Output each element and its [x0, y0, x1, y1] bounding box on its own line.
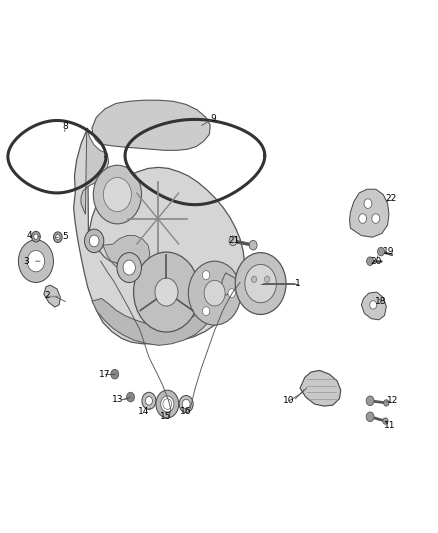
Text: 17: 17 [99, 370, 111, 378]
Circle shape [378, 247, 385, 256]
Circle shape [228, 289, 235, 297]
Circle shape [117, 253, 141, 282]
Circle shape [56, 235, 60, 240]
Circle shape [245, 264, 276, 303]
Polygon shape [361, 292, 386, 320]
Text: 8: 8 [62, 123, 68, 131]
Circle shape [89, 235, 99, 247]
Circle shape [366, 412, 374, 422]
Text: 10: 10 [283, 397, 295, 405]
Circle shape [111, 369, 119, 379]
Text: 18: 18 [375, 297, 387, 305]
Polygon shape [44, 285, 60, 307]
Polygon shape [92, 100, 210, 150]
Circle shape [182, 399, 190, 409]
Circle shape [229, 236, 237, 246]
Circle shape [202, 306, 210, 316]
Circle shape [249, 240, 257, 250]
Circle shape [163, 399, 172, 409]
Circle shape [123, 260, 135, 275]
Circle shape [53, 232, 62, 243]
Circle shape [359, 214, 367, 223]
Text: 5: 5 [62, 232, 68, 241]
Circle shape [188, 261, 241, 325]
Text: 1: 1 [295, 279, 301, 288]
Circle shape [161, 396, 174, 412]
Text: 2: 2 [45, 292, 50, 300]
Circle shape [32, 231, 40, 242]
Circle shape [103, 177, 131, 212]
Text: 19: 19 [383, 247, 395, 256]
Circle shape [235, 253, 286, 314]
Text: 4: 4 [27, 231, 32, 240]
Circle shape [85, 229, 104, 253]
Circle shape [127, 392, 134, 402]
Circle shape [364, 199, 372, 208]
Circle shape [34, 234, 38, 239]
Circle shape [372, 214, 380, 223]
Text: 3: 3 [23, 257, 29, 265]
Circle shape [27, 251, 45, 272]
Polygon shape [222, 273, 235, 295]
Polygon shape [92, 298, 217, 345]
Circle shape [366, 396, 374, 406]
Circle shape [142, 392, 156, 409]
Circle shape [202, 271, 210, 280]
Circle shape [384, 400, 389, 406]
Circle shape [134, 252, 199, 332]
Circle shape [18, 240, 53, 282]
Text: 11: 11 [384, 421, 396, 430]
Polygon shape [300, 370, 341, 406]
Circle shape [367, 257, 374, 265]
Text: 16: 16 [180, 407, 192, 416]
Circle shape [156, 390, 179, 418]
Polygon shape [350, 189, 389, 237]
Text: 14: 14 [138, 407, 149, 416]
Text: 21: 21 [229, 237, 240, 245]
Circle shape [145, 397, 152, 405]
Polygon shape [74, 128, 244, 344]
Circle shape [93, 165, 141, 224]
Circle shape [265, 276, 270, 282]
Text: 9: 9 [211, 114, 217, 123]
Text: 12: 12 [387, 397, 398, 405]
Circle shape [251, 276, 257, 282]
Circle shape [383, 418, 388, 424]
Polygon shape [81, 129, 109, 214]
Circle shape [204, 280, 225, 306]
Circle shape [155, 278, 178, 306]
Polygon shape [103, 236, 150, 273]
Text: 15: 15 [160, 413, 171, 421]
Circle shape [370, 301, 377, 309]
Circle shape [179, 395, 193, 413]
Text: 22: 22 [385, 194, 396, 203]
Text: 13: 13 [112, 395, 123, 404]
Text: 20: 20 [370, 257, 381, 265]
